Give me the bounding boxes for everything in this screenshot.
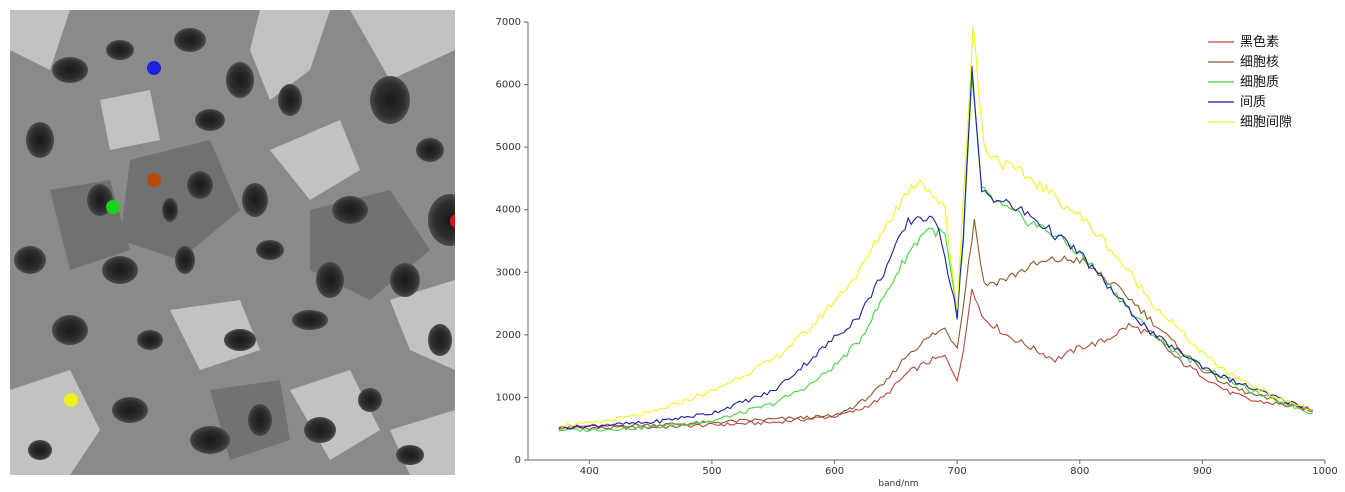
marker-brown xyxy=(147,173,161,187)
y-tick-label: 3000 xyxy=(496,267,521,278)
y-tick-label: 7000 xyxy=(496,17,521,28)
legend-label: 细胞质 xyxy=(1240,75,1279,90)
series-line-5 xyxy=(558,26,1313,428)
series-line-3 xyxy=(558,77,1313,433)
legend-label: 细胞核 xyxy=(1240,55,1279,70)
y-tick-label: 4000 xyxy=(496,205,521,216)
legend-label: 细胞间隙 xyxy=(1240,115,1292,130)
series-line-4 xyxy=(558,65,1313,430)
marker-yellow xyxy=(64,393,78,407)
spectrum-line-chart: 400 500 600 700 800 900 1000 0 1000 2000 3000 4000 5… xyxy=(496,17,1338,489)
x-axis-label: band/nm xyxy=(878,479,918,489)
x-tick-label: 400 xyxy=(580,466,599,477)
marker-green xyxy=(106,200,120,214)
y-tick-label: 2000 xyxy=(496,330,521,341)
y-tick-label: 1000 xyxy=(496,392,521,403)
legend-label: 间质 xyxy=(1240,95,1266,110)
marker-blue xyxy=(147,61,161,75)
chart-axes: 400 500 600 700 800 900 1000 0 1000 2000 3000 4000 5… xyxy=(496,17,1338,477)
series-line-1 xyxy=(558,288,1313,431)
legend-label: 黑色素 xyxy=(1240,34,1279,50)
x-tick-label: 900 xyxy=(1193,466,1212,477)
marker-red xyxy=(450,214,455,228)
cell-microscopy-image xyxy=(10,10,455,475)
x-tick-label: 600 xyxy=(825,466,844,477)
x-tick-label: 1000 xyxy=(1312,466,1337,477)
series-line-2 xyxy=(558,218,1313,430)
y-tick-label: 6000 xyxy=(496,80,521,91)
x-tick-label: 700 xyxy=(948,466,967,477)
y-tick-label: 5000 xyxy=(496,142,521,153)
x-tick-label: 800 xyxy=(1070,466,1089,477)
chart-series-lines xyxy=(558,26,1313,433)
x-tick-label: 500 xyxy=(702,466,721,477)
y-tick-label: 0 xyxy=(515,455,521,466)
